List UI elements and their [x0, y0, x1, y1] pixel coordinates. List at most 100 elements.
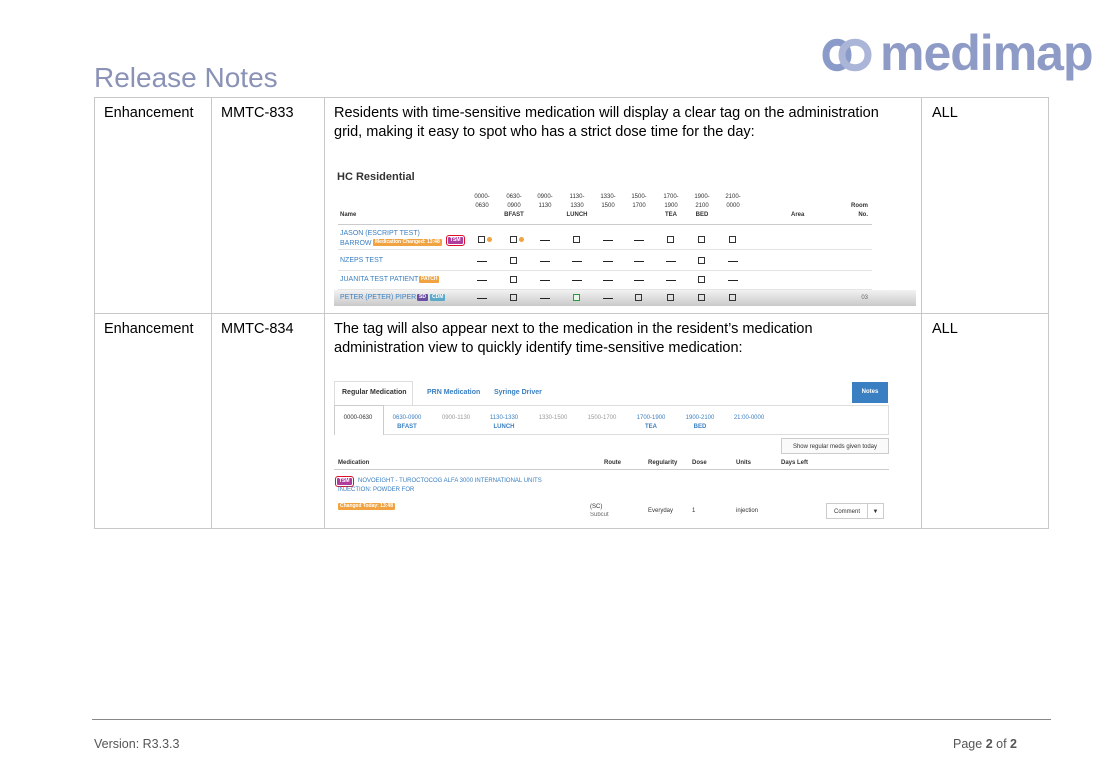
cell-dash: [634, 280, 644, 281]
row-description: The tag will also appear next to the med…: [334, 321, 813, 356]
cell-box: [510, 294, 517, 301]
table-cell: [921, 313, 1049, 529]
resident-tag: Medication Changed: 13:48: [373, 239, 442, 246]
table-cell: [94, 313, 212, 529]
cell-box: [698, 236, 705, 243]
footer-rule: [92, 719, 1051, 720]
room-header: No.: [858, 212, 868, 218]
dose: 1: [692, 508, 696, 514]
medication-name: INJECTION: POWDER FOR: [338, 487, 415, 493]
cell-box: [635, 294, 642, 301]
column-meal: TEA: [665, 212, 677, 218]
resident-name: PETER (PETER) PIPER: [340, 294, 417, 301]
logo-icon: [822, 38, 872, 72]
cell-dash: [666, 261, 676, 262]
cell-dash: [634, 261, 644, 262]
column-time: 2100: [695, 203, 709, 209]
footer-version: Version: R3.3.3: [94, 737, 180, 751]
cell-dash: [728, 261, 738, 262]
cell-dash: [603, 280, 613, 281]
row-type: Enhancement: [104, 321, 194, 337]
room-header: Room: [851, 203, 868, 209]
cell-box: [573, 236, 580, 243]
cell-dash: [477, 280, 487, 281]
column-header: Dose: [692, 460, 707, 466]
medication-name: NOVOEIGHT - TUROCTOCOG ALFA 3000 INTERNA…: [358, 478, 542, 484]
comment-button[interactable]: Comment: [826, 503, 868, 519]
column-time: 0900: [507, 203, 521, 209]
column-time: 1330: [570, 203, 584, 209]
cell-dash: [540, 240, 550, 241]
column-time: 1900-: [694, 194, 710, 200]
tab: PRN Medication: [427, 389, 481, 396]
screenshot-grid: HC Residential 0000- 0630 0630- 0900 BFAST 090…: [334, 165, 916, 308]
cell-dash: [540, 280, 550, 281]
cell-dash: [603, 261, 613, 262]
cell-box: [667, 236, 674, 243]
header-rule: [334, 469, 889, 470]
cell-box: [510, 276, 517, 283]
dropdown-button[interactable]: ▼: [867, 503, 884, 519]
cell-box: [698, 257, 705, 264]
time-meal: BFAST: [397, 424, 417, 430]
page-title: Release Notes: [94, 62, 278, 93]
units: injection: [736, 508, 759, 514]
cell-box: [667, 294, 674, 301]
resident-name: BARROW: [340, 240, 372, 247]
column-time: 1330-: [600, 194, 616, 200]
cell-dash: [477, 298, 487, 299]
time-tab: 1330-1500: [538, 415, 568, 421]
column-time: 0000-: [474, 194, 490, 200]
row-shade: [334, 290, 916, 306]
cell-dash: [634, 240, 644, 241]
time-tab: 1900-2100: [685, 415, 715, 421]
tab: Regular Medication: [342, 389, 407, 396]
regularity: Everyday: [648, 508, 674, 514]
column-meal: LUNCH: [566, 212, 588, 218]
tab: Syringe Driver: [494, 389, 542, 396]
route: Subcut: [590, 512, 609, 517]
cell-box: [510, 257, 517, 264]
tsm-tag: TSM: [335, 476, 354, 487]
column-time: 0900-: [537, 194, 553, 200]
cell-box: [478, 236, 485, 243]
column-header: Regularity: [648, 460, 678, 466]
time-tab: 0630-0900: [392, 415, 422, 421]
cell-flag: [519, 237, 524, 242]
time-tab: 1130-1330: [489, 415, 519, 421]
column-time: 1500-: [631, 194, 647, 200]
table-cell: [211, 97, 325, 314]
time-tab: 0000-0630: [343, 415, 373, 421]
changed-tag: Changed Today: 13:48: [338, 503, 395, 510]
screenshot-admin: Regular Medication PRN Medication Syringe …: [334, 378, 892, 526]
page-label: Page: [953, 737, 983, 751]
resident-name: NZEPS TEST: [340, 257, 384, 264]
column-time: 0630-: [506, 194, 522, 200]
footer-page: Page 2 of 2: [953, 737, 1017, 751]
notes-button[interactable]: Notes: [852, 382, 888, 403]
column-header: Days Left: [781, 460, 809, 466]
cell-box: [729, 236, 736, 243]
column-time: 1700-: [663, 194, 679, 200]
cell-dash: [477, 261, 487, 262]
cell-flag: [487, 237, 492, 242]
logo-text: medimap: [880, 25, 1094, 81]
row-rule: [338, 289, 872, 290]
time-active: [334, 405, 384, 435]
row-description: Residents with time-sensitive medication…: [334, 105, 879, 140]
row-rule: [338, 270, 872, 271]
column-header: Route: [604, 460, 621, 466]
cell-box: [510, 236, 517, 243]
resident-tag: TSM: [446, 235, 465, 246]
column-header: Units: [736, 460, 751, 466]
resident-tag: SD: [417, 294, 428, 301]
show-button[interactable]: Show regular meds given today: [781, 438, 889, 454]
time-tab: 1500-1700: [587, 415, 617, 421]
column-time: 1700: [632, 203, 646, 209]
time-tab: 21:00-0000: [733, 415, 765, 421]
cell-dash: [603, 240, 613, 241]
cell-dash: [540, 261, 550, 262]
cell-box: [698, 276, 705, 283]
page-current: 2: [985, 737, 993, 751]
